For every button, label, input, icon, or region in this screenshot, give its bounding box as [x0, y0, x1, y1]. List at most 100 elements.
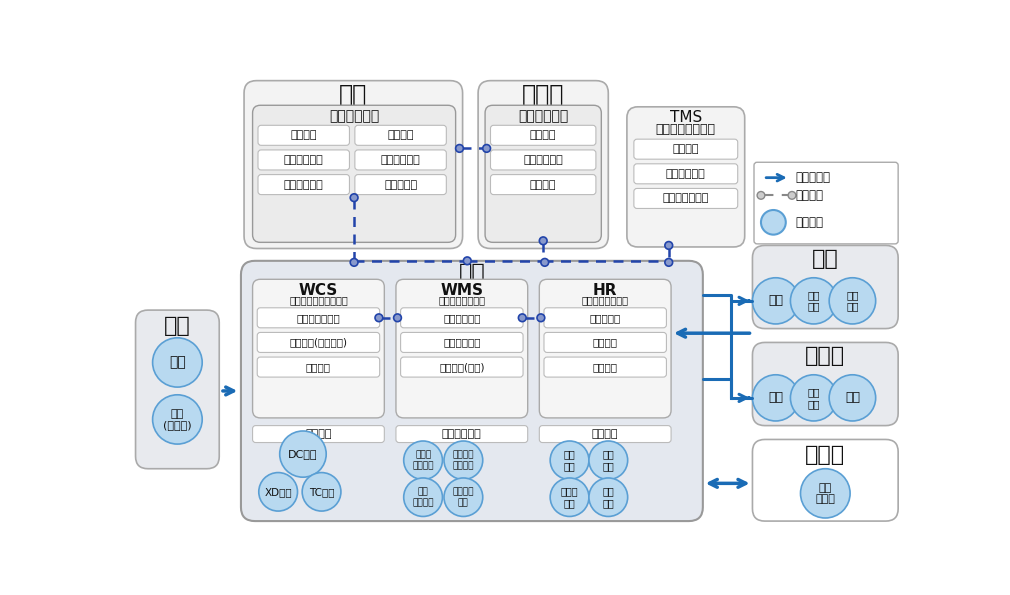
- FancyBboxPatch shape: [396, 425, 527, 443]
- Text: 受注管理: 受注管理: [530, 130, 557, 140]
- Circle shape: [350, 194, 358, 202]
- Circle shape: [752, 278, 799, 324]
- Text: 在庫管理業務: 在庫管理業務: [442, 429, 482, 439]
- Text: 入出金登録: 入出金登録: [384, 180, 417, 190]
- Circle shape: [752, 375, 799, 421]
- Text: 外販システム: 外販システム: [518, 109, 569, 123]
- Text: 入荷予定管理: 入荷予定管理: [523, 155, 564, 165]
- FancyBboxPatch shape: [634, 164, 737, 184]
- Text: 生産
(他荷主): 生産 (他荷主): [163, 409, 192, 430]
- Text: 出荷: 出荷: [845, 392, 860, 405]
- Text: モノの流れ: モノの流れ: [796, 171, 831, 184]
- FancyBboxPatch shape: [355, 150, 446, 170]
- Circle shape: [444, 441, 483, 480]
- Text: 商品
購入: 商品 購入: [846, 290, 858, 312]
- Text: 倉庫: 倉庫: [459, 263, 485, 283]
- Circle shape: [791, 278, 837, 324]
- Text: 在庫管理(ロケ): 在庫管理(ロケ): [439, 362, 485, 372]
- Text: 外部倉庫
在庫管理: 外部倉庫 在庫管理: [452, 450, 474, 470]
- Circle shape: [456, 145, 464, 152]
- FancyBboxPatch shape: [634, 139, 737, 159]
- Text: 出荷作業管理: 出荷作業管理: [443, 337, 481, 347]
- Text: マテハン管理システム: マテハン管理システム: [289, 295, 347, 305]
- FancyBboxPatch shape: [485, 105, 601, 242]
- FancyBboxPatch shape: [258, 126, 349, 145]
- FancyBboxPatch shape: [258, 150, 349, 170]
- Circle shape: [541, 258, 548, 266]
- Text: WCS: WCS: [299, 283, 338, 298]
- FancyBboxPatch shape: [355, 174, 446, 195]
- FancyBboxPatch shape: [634, 189, 737, 208]
- Text: 基幹システム: 基幹システム: [329, 109, 379, 123]
- Text: 在庫
管理: 在庫 管理: [807, 290, 820, 312]
- FancyBboxPatch shape: [252, 105, 456, 242]
- Circle shape: [829, 375, 876, 421]
- FancyBboxPatch shape: [252, 425, 385, 443]
- Circle shape: [788, 192, 796, 199]
- Text: WMS: WMS: [440, 283, 484, 298]
- Text: 情報連携: 情報連携: [796, 189, 824, 202]
- Circle shape: [464, 257, 471, 265]
- Circle shape: [665, 242, 673, 249]
- FancyBboxPatch shape: [355, 126, 446, 145]
- Text: HR: HR: [593, 283, 617, 298]
- Circle shape: [394, 314, 401, 322]
- Text: 工場: 工場: [164, 315, 191, 336]
- Circle shape: [153, 395, 202, 444]
- FancyBboxPatch shape: [241, 261, 703, 521]
- Circle shape: [518, 314, 526, 322]
- Circle shape: [801, 469, 850, 518]
- Circle shape: [404, 441, 442, 480]
- Circle shape: [444, 478, 483, 516]
- Circle shape: [665, 258, 673, 266]
- Circle shape: [791, 375, 837, 421]
- Text: 他荷主: 他荷主: [522, 83, 565, 107]
- Circle shape: [302, 472, 341, 511]
- Circle shape: [829, 278, 876, 324]
- FancyBboxPatch shape: [244, 81, 463, 249]
- Text: 企画生産指示: 企画生産指示: [284, 155, 323, 165]
- Text: 労務管理システム: 労務管理システム: [582, 295, 628, 305]
- Text: 本社: 本社: [339, 83, 368, 107]
- Text: お客様: お客様: [805, 445, 845, 465]
- Circle shape: [280, 431, 326, 477]
- Text: 在庫管理(自動倉庫): 在庫管理(自動倉庫): [290, 337, 347, 347]
- Circle shape: [259, 472, 298, 511]
- FancyBboxPatch shape: [752, 245, 898, 328]
- Circle shape: [550, 441, 589, 480]
- Text: 業務概要: 業務概要: [796, 216, 824, 229]
- Text: 入荷: 入荷: [769, 392, 783, 405]
- Circle shape: [589, 478, 627, 516]
- FancyBboxPatch shape: [544, 308, 667, 328]
- Text: 受注管理: 受注管理: [291, 130, 317, 140]
- Text: 入荷業務: 入荷業務: [305, 429, 331, 439]
- Text: 出荷業務: 出荷業務: [592, 429, 618, 439]
- FancyBboxPatch shape: [491, 174, 596, 195]
- Text: 請求管理: 請求管理: [530, 180, 557, 190]
- Text: TC入荷: TC入荷: [309, 487, 334, 497]
- Text: 作業者管理: 作業者管理: [590, 313, 621, 323]
- Text: TMS: TMS: [670, 110, 702, 125]
- Text: 生産: 生産: [169, 355, 186, 369]
- FancyBboxPatch shape: [752, 440, 898, 521]
- Text: 配送ルート計画: 配送ルート計画: [663, 193, 709, 203]
- Text: XD入荷: XD入荷: [265, 487, 292, 497]
- Circle shape: [539, 237, 547, 245]
- FancyBboxPatch shape: [539, 425, 671, 443]
- Text: 部署別
在庫管理: 部署別 在庫管理: [412, 450, 434, 470]
- FancyBboxPatch shape: [478, 81, 608, 249]
- Text: 他拠点: 他拠点: [805, 346, 845, 367]
- Text: DC入荷: DC入荷: [288, 449, 318, 459]
- Text: 在庫
管理: 在庫 管理: [807, 387, 820, 409]
- Text: 発送
出荷: 発送 出荷: [602, 449, 614, 471]
- Circle shape: [375, 314, 383, 322]
- Text: 営業所
出荷: 営業所 出荷: [561, 486, 579, 508]
- FancyBboxPatch shape: [396, 279, 527, 418]
- FancyBboxPatch shape: [258, 308, 380, 328]
- Text: 物流作業指示: 物流作業指示: [381, 155, 420, 165]
- Text: 入荷: 入荷: [769, 295, 783, 308]
- FancyBboxPatch shape: [544, 333, 667, 352]
- Text: 配車計画: 配車計画: [673, 144, 699, 154]
- FancyBboxPatch shape: [135, 310, 219, 469]
- FancyBboxPatch shape: [627, 107, 744, 247]
